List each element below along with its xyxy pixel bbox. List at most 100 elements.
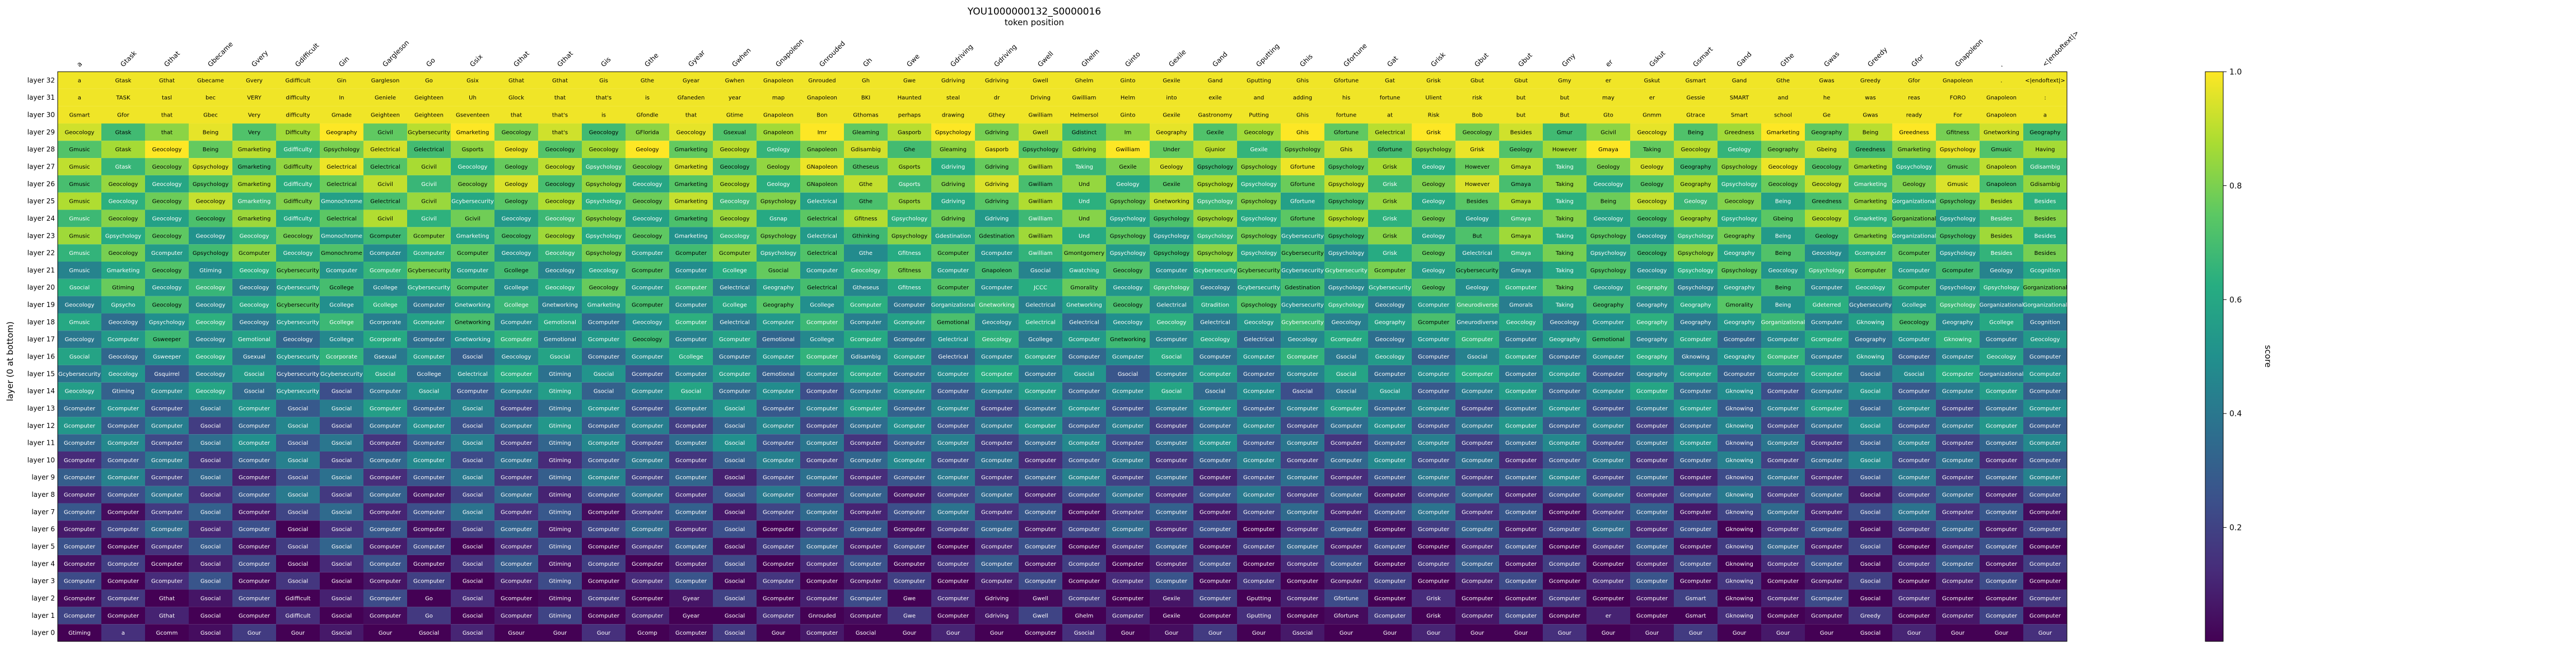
cell-label: Gsocial xyxy=(725,458,745,464)
cell-label: Gcomputer xyxy=(806,319,838,325)
heatmap-cell xyxy=(276,123,320,141)
cell-label: Geography xyxy=(1724,285,1754,291)
cell-label: Geocology xyxy=(1812,216,1842,222)
cell-label: Gsocial xyxy=(288,509,308,515)
cell-label: Gcivil xyxy=(421,199,437,205)
cell-label: Gcybersecurity xyxy=(408,285,450,291)
cell-label: Gcomputer xyxy=(1811,579,1843,585)
cell-label: Gcomputer xyxy=(763,509,795,515)
cell-label: Gcivil xyxy=(421,181,437,188)
heatmap-cell xyxy=(626,244,669,262)
cell-label: Gcomputer xyxy=(1549,509,1581,515)
cell-label: Gcomputer xyxy=(1243,579,1275,585)
heatmap-cell xyxy=(1455,175,1499,193)
cell-label: Gcomputer xyxy=(64,492,96,499)
cell-label: Gcomputer xyxy=(850,509,882,515)
heatmap-cell xyxy=(101,262,145,279)
cell-label: Gcomputer xyxy=(894,389,926,395)
cell-label: Geocology xyxy=(240,268,269,274)
cell-label: Gcomputer xyxy=(413,406,445,412)
cell-label: Gsocial xyxy=(288,423,308,429)
heatmap-cell xyxy=(494,123,538,141)
cell-label: Geocology xyxy=(545,164,575,170)
cell-label: Gpsychology xyxy=(193,164,228,170)
cell-label: Gcomputer xyxy=(1593,544,1625,550)
cell-label: Gbut xyxy=(1514,78,1528,84)
cell-label: Gcomputer xyxy=(501,544,533,550)
heatmap-cell xyxy=(101,175,145,193)
cell-label: Gelectrical xyxy=(1156,302,1187,309)
heatmap-cell xyxy=(101,141,145,159)
heatmap-cell xyxy=(1718,106,1761,124)
cell-label: Gcomputer xyxy=(588,544,620,550)
x-tick-label: Ghis xyxy=(1298,52,1314,68)
cell-label: Gcomputer xyxy=(151,544,183,550)
cell-label: Gcomputer xyxy=(763,423,795,429)
cell-label: Gpsychology xyxy=(760,199,796,205)
cell-label: Gsocial xyxy=(332,423,352,429)
heatmap-cell xyxy=(800,106,844,124)
cell-label: Gcivil xyxy=(421,216,437,222)
cell-label: Gour xyxy=(1776,630,1790,636)
cell-label: Gcomputer xyxy=(370,458,402,464)
heatmap-cell xyxy=(407,210,451,227)
cell-label: Gsocial xyxy=(288,579,308,585)
cell-label: Gcomputer xyxy=(2029,371,2061,378)
cell-label: Gleaming xyxy=(852,129,879,136)
heatmap-cell xyxy=(844,244,888,262)
cell-label: Gcomputer xyxy=(370,544,402,550)
cell-label: : xyxy=(2044,95,2046,101)
cell-label: Gcollege xyxy=(1989,319,2014,325)
cell-label: Gcomputer xyxy=(1025,630,1057,636)
cell-label: Gpsychology xyxy=(1023,147,1058,153)
cell-label: Gsocial xyxy=(1904,371,1924,378)
cell-label: Go xyxy=(425,595,433,602)
cell-label: Geocology xyxy=(240,302,269,309)
cell-label: Gcomputer xyxy=(1068,406,1100,412)
heatmap-cell xyxy=(669,89,713,106)
heatmap-cell xyxy=(1193,106,1237,124)
cell-label: Gsocial xyxy=(332,406,352,412)
cell-label: Gnapoleon xyxy=(1986,164,2017,170)
cell-label: Geography xyxy=(1724,250,1754,257)
heatmap-cell xyxy=(582,192,626,210)
cell-label: Gcomputer xyxy=(806,492,838,499)
heatmap-cell xyxy=(888,123,931,141)
cell-label: Geography xyxy=(1724,233,1754,239)
heatmap-cell xyxy=(1106,175,1150,193)
cell-label: Gcomputer xyxy=(1331,561,1362,567)
cell-label: Gcomputer xyxy=(1549,544,1581,550)
cell-label: Gcomputer xyxy=(850,458,882,464)
cell-label: Gtheseus xyxy=(852,285,879,291)
heatmap-cell xyxy=(1718,227,1761,245)
heatmap-cell xyxy=(232,244,276,262)
heatmap-cell xyxy=(1324,158,1368,175)
cell-label: Geocology xyxy=(633,233,662,239)
cell-label: Gpsychology xyxy=(1154,250,1189,257)
heatmap-cell xyxy=(975,210,1019,227)
cell-label: Being xyxy=(1775,250,1791,257)
cell-label: Gcomputer xyxy=(1331,440,1362,446)
heatmap-cell xyxy=(888,210,931,227)
cell-label: Gcomputer xyxy=(763,440,795,446)
cell-label: Gpsychology xyxy=(1110,216,1146,222)
cell-label: Gcomputer xyxy=(632,302,664,309)
cell-label: Gcomputer xyxy=(675,423,707,429)
heatmap-cell xyxy=(232,175,276,193)
cell-label: Gcomputer xyxy=(151,423,183,429)
cell-label: Being xyxy=(203,129,218,136)
cell-label: Gsocial xyxy=(332,595,352,602)
heatmap-cell xyxy=(1150,72,1193,89)
x-tick-label: Gbut xyxy=(1473,51,1490,68)
heatmap-cell xyxy=(1368,278,1412,296)
cell-label: Gcomputer xyxy=(1156,579,1188,585)
y-tick-label: layer 21 xyxy=(27,266,55,274)
heatmap-cell xyxy=(931,262,975,279)
cell-label: Gcomputer xyxy=(108,509,139,515)
cell-label: Gcomputer xyxy=(1418,337,1450,343)
cell-label: Gmy xyxy=(1558,78,1571,84)
cell-label: that xyxy=(161,113,172,119)
heatmap-cell xyxy=(232,123,276,141)
cell-label: Gcomputer xyxy=(1112,389,1144,395)
heatmap-cell xyxy=(1019,141,1062,159)
